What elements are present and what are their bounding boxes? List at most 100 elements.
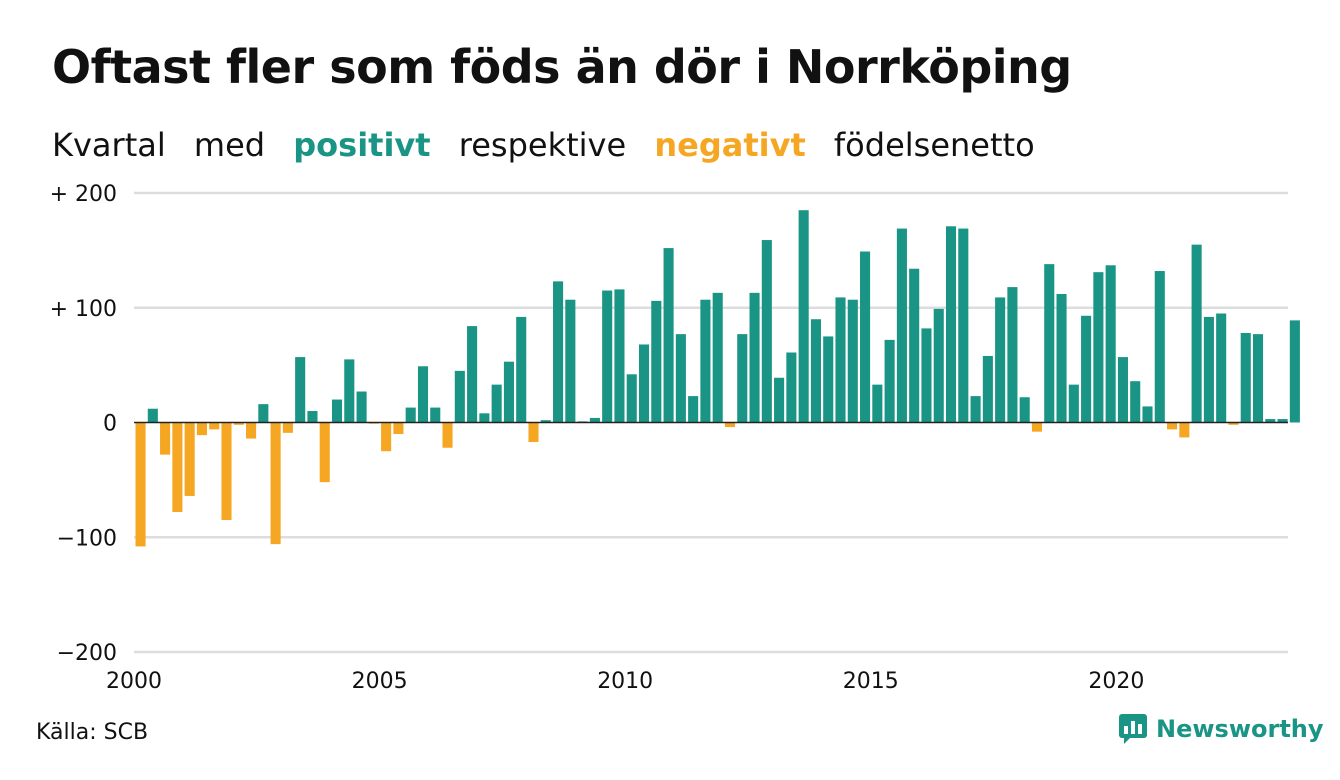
subtitle-text-respektive: respektive — [458, 126, 627, 164]
bar — [319, 422, 330, 483]
bar — [135, 422, 146, 547]
bar — [1154, 271, 1165, 423]
bar — [417, 366, 429, 423]
bar — [712, 292, 723, 423]
bar — [970, 396, 981, 423]
bar — [810, 319, 821, 423]
bar — [258, 404, 269, 423]
bar — [602, 290, 613, 423]
bar — [147, 408, 158, 423]
bar — [774, 377, 785, 423]
bar — [1277, 419, 1288, 423]
x-tick-label: 2000 — [106, 669, 162, 694]
subtitle-text-med: med — [193, 126, 266, 164]
bar — [921, 328, 932, 423]
bar — [1252, 334, 1264, 423]
bar — [442, 422, 453, 448]
bar — [1142, 406, 1153, 423]
bars — [135, 210, 1300, 547]
bar — [565, 299, 576, 423]
bar — [381, 422, 392, 452]
y-axis-tick-labels: + 200 + 100 0 −100 −200 — [50, 182, 117, 666]
chart-subtitle: Kvartal med positivt respektive negativt… — [52, 126, 1053, 164]
bar — [393, 422, 404, 434]
bar — [405, 407, 416, 423]
bar — [1056, 293, 1067, 423]
bar — [1203, 316, 1214, 423]
bar — [331, 399, 343, 423]
subtitle-positive-label: positivt — [293, 126, 431, 164]
brand-logo: Newsworthy — [1118, 713, 1324, 745]
bar — [356, 391, 367, 423]
chart-title: Oftast fler som föds än dör i Norrköping — [52, 40, 1072, 94]
bar — [626, 374, 637, 423]
bar — [491, 384, 502, 423]
bar — [1240, 332, 1251, 423]
bar — [1191, 244, 1202, 423]
bar — [749, 292, 760, 423]
bar — [1216, 313, 1227, 423]
bar — [270, 422, 281, 545]
bar — [958, 228, 969, 423]
bar — [663, 248, 674, 423]
bar — [638, 344, 650, 423]
bar — [1179, 422, 1190, 438]
bar — [503, 361, 514, 423]
bar — [1007, 287, 1018, 423]
bar — [724, 422, 736, 428]
bar — [1044, 264, 1055, 423]
bar — [479, 413, 490, 423]
newsworthy-logo-icon — [1119, 714, 1147, 744]
bar — [528, 422, 539, 443]
bar — [516, 316, 527, 423]
bar — [246, 422, 257, 439]
subtitle-negative-label: negativt — [654, 126, 806, 164]
source-label: Källa: SCB — [36, 720, 149, 745]
bar — [1289, 320, 1300, 423]
bar — [1265, 419, 1276, 423]
y-tick-label: −100 — [57, 526, 117, 551]
bar — [1019, 397, 1030, 423]
subtitle-text-kvartal: Kvartal — [52, 126, 166, 164]
bar — [786, 352, 797, 423]
y-tick-label: −200 — [57, 641, 117, 666]
bar — [933, 308, 944, 423]
bar — [675, 334, 686, 423]
bar — [688, 396, 699, 423]
x-tick-label: 2020 — [1088, 669, 1144, 694]
y-tick-label: 0 — [103, 412, 117, 437]
bar — [823, 336, 834, 423]
bar — [467, 326, 478, 423]
bar — [454, 370, 465, 423]
bar — [847, 299, 858, 423]
bar — [1031, 422, 1043, 432]
subtitle-text-fodelsenetto: födelsenetto — [833, 126, 1035, 164]
bar — [896, 228, 907, 423]
bar — [282, 422, 293, 433]
bar — [872, 384, 883, 423]
bar — [909, 268, 920, 423]
bar — [884, 339, 895, 423]
x-tick-label: 2005 — [352, 669, 408, 694]
x-tick-label: 2010 — [597, 669, 653, 694]
bar — [1105, 265, 1116, 423]
bar — [982, 355, 993, 423]
bar — [172, 422, 183, 513]
bar — [860, 251, 871, 423]
bar — [945, 226, 957, 423]
bar — [737, 334, 748, 423]
bar — [1167, 422, 1178, 430]
bar — [651, 300, 662, 423]
bar — [614, 289, 625, 423]
bar — [160, 422, 171, 455]
x-axis-tick-labels: 2000 2005 2010 2015 2020 — [106, 669, 1144, 694]
bar — [1081, 315, 1092, 423]
bar — [295, 357, 306, 423]
y-tick-label: + 200 — [50, 182, 117, 207]
bar — [798, 210, 809, 423]
bar — [1068, 384, 1079, 423]
bar — [209, 422, 220, 430]
bar — [233, 422, 244, 425]
x-tick-label: 2015 — [843, 669, 899, 694]
